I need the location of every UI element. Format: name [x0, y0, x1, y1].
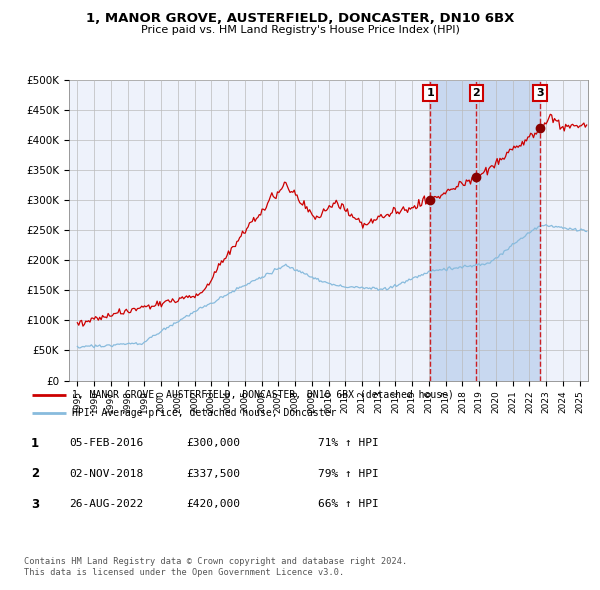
Text: HPI: Average price, detached house, Doncaster: HPI: Average price, detached house, Donc… — [72, 408, 337, 418]
Text: 1: 1 — [427, 88, 434, 98]
Text: 3: 3 — [31, 498, 39, 511]
Text: 71% ↑ HPI: 71% ↑ HPI — [318, 438, 379, 448]
Text: £420,000: £420,000 — [186, 500, 240, 509]
Text: 05-FEB-2016: 05-FEB-2016 — [69, 438, 143, 448]
Text: £337,500: £337,500 — [186, 469, 240, 478]
Text: 1: 1 — [31, 437, 39, 450]
Text: 02-NOV-2018: 02-NOV-2018 — [69, 469, 143, 478]
Text: 2: 2 — [31, 467, 39, 480]
Text: 26-AUG-2022: 26-AUG-2022 — [69, 500, 143, 509]
Text: Contains HM Land Registry data © Crown copyright and database right 2024.: Contains HM Land Registry data © Crown c… — [24, 558, 407, 566]
Text: This data is licensed under the Open Government Licence v3.0.: This data is licensed under the Open Gov… — [24, 568, 344, 577]
Text: 79% ↑ HPI: 79% ↑ HPI — [318, 469, 379, 478]
Bar — [430, 80, 540, 381]
Text: 2: 2 — [473, 88, 481, 98]
Text: 3: 3 — [536, 88, 544, 98]
Text: 1, MANOR GROVE, AUSTERFIELD, DONCASTER, DN10 6BX: 1, MANOR GROVE, AUSTERFIELD, DONCASTER, … — [86, 12, 514, 25]
Text: 66% ↑ HPI: 66% ↑ HPI — [318, 500, 379, 509]
Text: £300,000: £300,000 — [186, 438, 240, 448]
Text: Price paid vs. HM Land Registry's House Price Index (HPI): Price paid vs. HM Land Registry's House … — [140, 25, 460, 35]
Text: 1, MANOR GROVE, AUSTERFIELD, DONCASTER, DN10 6BX (detached house): 1, MANOR GROVE, AUSTERFIELD, DONCASTER, … — [72, 390, 454, 400]
